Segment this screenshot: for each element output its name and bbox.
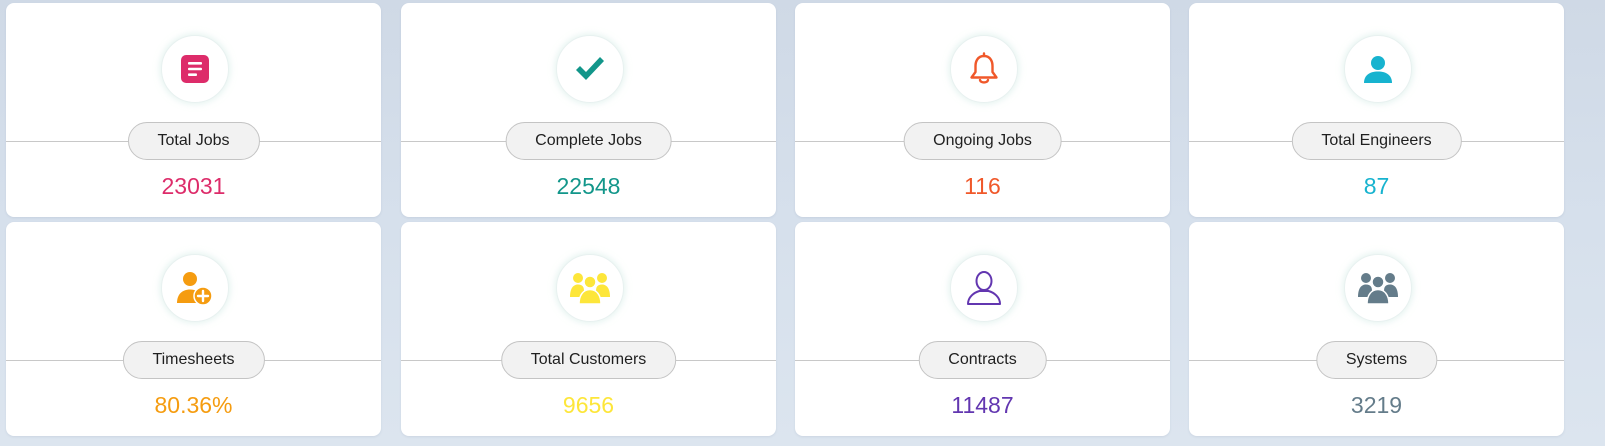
- card-value: 87: [1363, 173, 1390, 199]
- card-label: Ongoing Jobs: [903, 122, 1062, 160]
- icon-circle: [949, 254, 1018, 322]
- user-outline-icon: [966, 271, 1001, 305]
- card-total-engineers[interactable]: Total Engineers 87: [1189, 3, 1564, 217]
- card-label: Timesheets: [122, 341, 265, 379]
- card-systems[interactable]: Systems 3219: [1189, 222, 1564, 436]
- card-label: Systems: [1315, 341, 1438, 379]
- icon-circle: [555, 35, 624, 103]
- card-value: 11487: [951, 392, 1014, 418]
- icon-circle: [160, 35, 229, 103]
- users-group-icon: [1357, 273, 1398, 305]
- card-value: 22548: [556, 173, 621, 199]
- card-label: Total Jobs: [127, 122, 260, 160]
- card-value: 80.36%: [154, 392, 233, 418]
- card-contracts[interactable]: Contracts 11487: [795, 222, 1170, 436]
- card-value: 23031: [161, 173, 226, 199]
- icon-circle: [1343, 35, 1412, 103]
- card-value: 9656: [562, 392, 615, 418]
- user-icon: [1363, 56, 1392, 83]
- card-complete-jobs[interactable]: Complete Jobs 22548: [401, 3, 776, 217]
- card-total-customers[interactable]: Total Customers 9656: [401, 222, 776, 436]
- icon-circle: [160, 254, 229, 322]
- checkmark-icon: [575, 57, 604, 80]
- card-ongoing-jobs[interactable]: Ongoing Jobs 116: [795, 3, 1170, 217]
- card-label: Total Engineers: [1291, 122, 1462, 160]
- card-total-jobs[interactable]: Total Jobs 23031: [6, 3, 381, 217]
- card-label: Total Customers: [500, 341, 677, 379]
- icon-circle: [555, 254, 624, 322]
- card-value: 116: [964, 173, 1001, 199]
- user-add-icon: [176, 272, 213, 306]
- card-value: 3219: [1350, 392, 1403, 418]
- document-icon: [180, 55, 209, 83]
- card-label: Complete Jobs: [505, 122, 672, 160]
- users-group-icon: [569, 273, 610, 305]
- card-label: Contracts: [918, 341, 1047, 379]
- icon-circle: [949, 35, 1018, 103]
- icon-circle: [1343, 254, 1412, 322]
- bell-icon: [969, 52, 998, 84]
- card-timesheets[interactable]: Timesheets 80.36%: [6, 222, 381, 436]
